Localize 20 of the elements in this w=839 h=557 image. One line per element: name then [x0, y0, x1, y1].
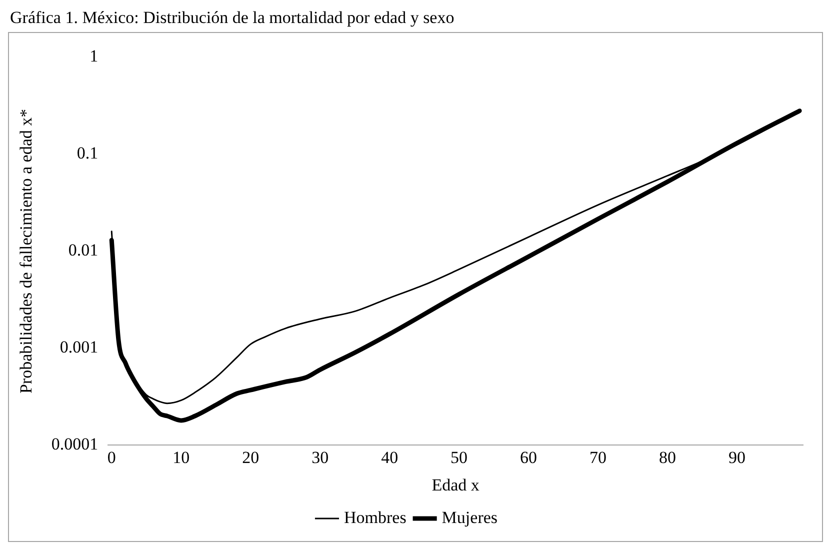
legend-label: Mujeres: [442, 508, 498, 527]
x-tick-label: 50: [450, 448, 468, 467]
x-tick-label: 20: [242, 448, 260, 467]
x-tick-label: 10: [172, 448, 190, 467]
y-tick-label: 0.001: [60, 338, 98, 357]
legend-label: Hombres: [344, 508, 406, 527]
chart-title: Gráfica 1. México: Distribución de la mortalidad por edad y sexo: [10, 8, 456, 28]
x-tick-label: 80: [659, 448, 676, 467]
y-tick-label: 0.01: [68, 240, 98, 260]
x-tick-label: 0: [107, 448, 116, 467]
y-tick-label: 0.1: [76, 144, 98, 163]
x-tick-label: 60: [520, 448, 538, 467]
y-axis-title: Probabilidades de fallecimiento a edad x*: [16, 108, 36, 394]
y-tick-label: 1: [90, 46, 98, 66]
x-tick-label: 90: [728, 448, 746, 467]
x-tick-label: 30: [312, 448, 329, 467]
x-axis-title: Edad x: [432, 475, 480, 494]
y-tick-label: 0.0001: [51, 434, 98, 454]
x-tick-label: 70: [590, 448, 607, 467]
x-tick-label: 40: [381, 448, 398, 467]
